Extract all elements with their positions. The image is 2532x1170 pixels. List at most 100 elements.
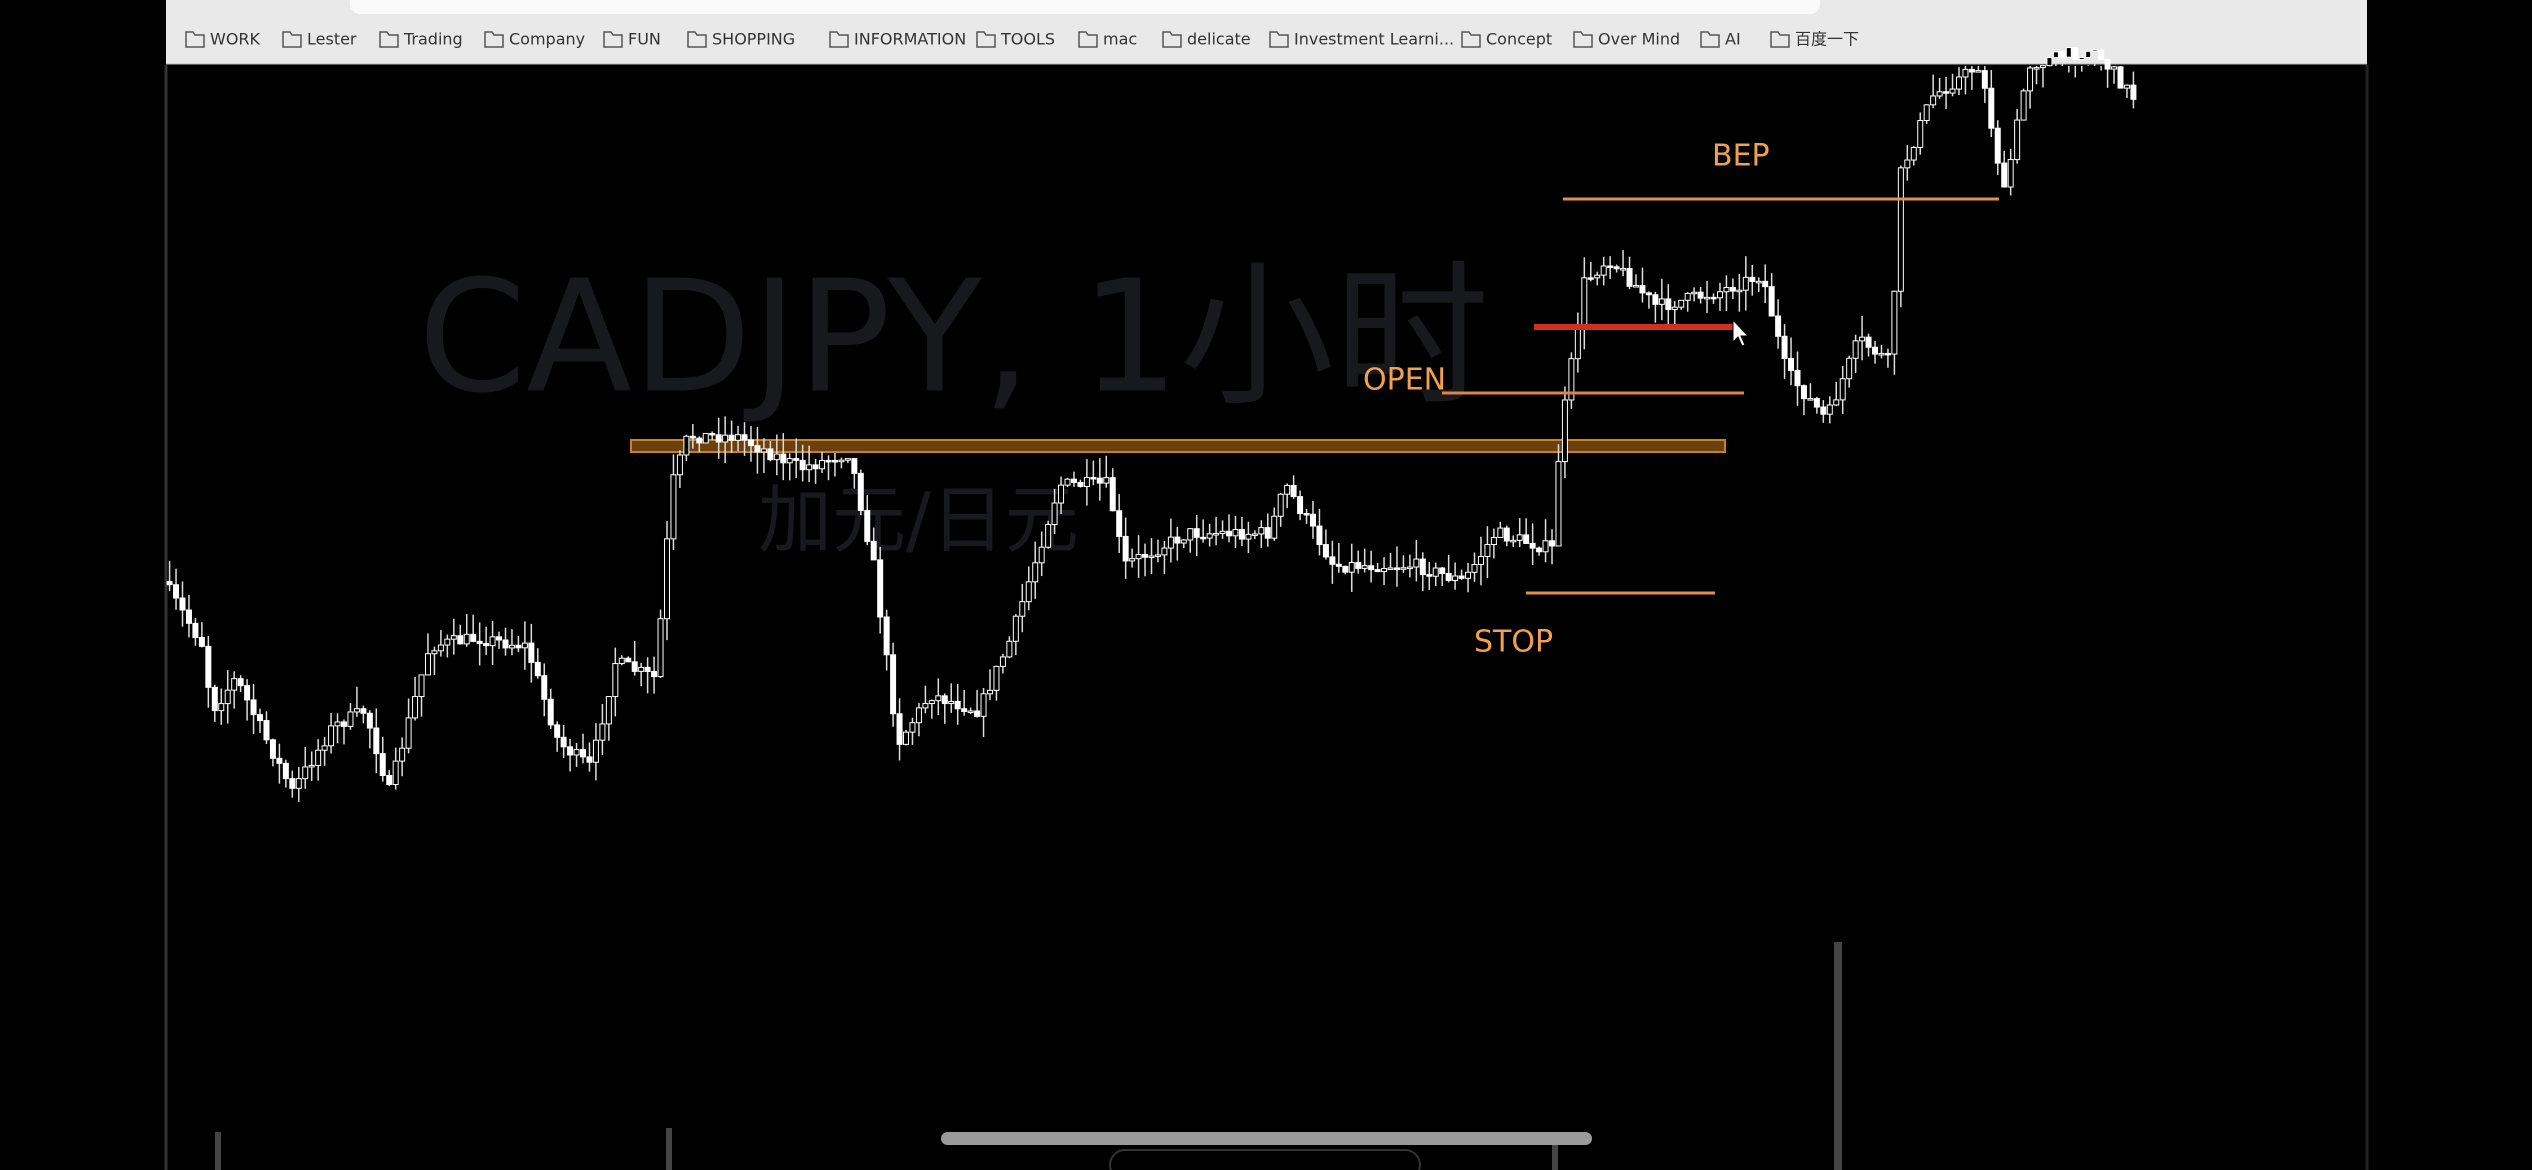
candle-body: [1445, 572, 1452, 581]
candle-body: [476, 640, 483, 645]
candle-body: [321, 745, 328, 751]
volume-bar: [215, 1132, 221, 1170]
candle-body: [1652, 294, 1659, 305]
candle-body: [1109, 477, 1116, 512]
bookmark[interactable]: SHOPPING: [712, 30, 795, 49]
candle-body: [1083, 477, 1090, 487]
volume-bar: [1552, 1140, 1558, 1170]
candle-body: [580, 749, 587, 758]
bookmark[interactable]: TOOLS: [1000, 30, 1055, 49]
candle-body: [657, 618, 664, 678]
candle-body: [205, 645, 212, 688]
bookmark[interactable]: delicate: [1187, 30, 1251, 49]
candle-body: [1872, 346, 1879, 355]
candle-body: [1678, 299, 1685, 308]
candle-body: [1187, 528, 1194, 541]
candle-body: [1432, 567, 1439, 577]
bookmark[interactable]: INFORMATION: [854, 30, 966, 49]
candle-body: [405, 717, 412, 749]
bookmark[interactable]: Over Mind: [1598, 30, 1680, 49]
candle-body: [915, 707, 922, 724]
candle-body: [1917, 119, 1924, 148]
candle-body: [1148, 555, 1155, 558]
candle-body: [651, 670, 658, 678]
candle-body: [2111, 66, 2118, 70]
candle-body: [1510, 539, 1517, 543]
bookmark[interactable]: WORK: [210, 30, 261, 49]
candle-body: [767, 448, 774, 461]
bookmark[interactable]: 百度一下: [1795, 30, 1859, 49]
candle-body: [1264, 527, 1271, 539]
candle-body: [1561, 399, 1568, 463]
candle-body: [437, 644, 444, 652]
bookmark[interactable]: Lester: [307, 30, 357, 49]
bookmark[interactable]: Trading: [403, 30, 463, 49]
candle-body: [1032, 562, 1039, 583]
candle-body: [1626, 268, 1633, 287]
candle-body: [1910, 146, 1917, 161]
candle-body: [373, 727, 380, 755]
candle-body: [935, 695, 942, 702]
candle-body: [1542, 540, 1549, 553]
candle-body: [218, 703, 225, 712]
folder-icon: [484, 31, 504, 48]
bookmark[interactable]: mac: [1103, 30, 1137, 49]
candle-body: [1361, 565, 1368, 569]
candle-body: [1309, 513, 1316, 527]
candle-body: [244, 685, 251, 701]
bookmark[interactable]: AI: [1725, 30, 1741, 49]
candle-body: [1180, 539, 1187, 544]
folder-icon: [282, 31, 302, 48]
candle-body: [521, 642, 528, 649]
candle-body: [483, 643, 490, 647]
candle-body: [605, 696, 612, 725]
candle-body: [696, 437, 703, 444]
candle-body: [883, 616, 890, 656]
candle-body: [2130, 84, 2137, 100]
candle-body: [1962, 68, 1969, 78]
address-bar[interactable]: [350, 0, 1820, 14]
candle-body: [515, 644, 522, 649]
candle-body: [282, 762, 289, 780]
candle-body: [1174, 536, 1181, 544]
scrollbar[interactable]: [941, 1132, 1592, 1145]
candle-body: [2007, 159, 2014, 188]
candle-body: [877, 559, 884, 618]
candle-body: [1406, 566, 1413, 570]
candle-body: [457, 635, 464, 645]
candle-body: [592, 739, 599, 763]
candle-body: [896, 713, 903, 745]
candle-body: [315, 749, 322, 766]
candle-body: [1839, 378, 1846, 401]
candle-body: [289, 778, 296, 789]
candle-body: [1458, 575, 1465, 579]
volume-bar: [666, 1128, 672, 1170]
resistance-zone: [630, 439, 1726, 453]
candle-body: [1671, 306, 1678, 310]
bookmark[interactable]: Investment Learni...: [1294, 30, 1454, 49]
candle-body: [1555, 461, 1562, 547]
candle-body: [308, 764, 315, 768]
candle-body: [819, 459, 826, 470]
folder-icon: [1269, 31, 1289, 48]
bookmark[interactable]: FUN: [628, 30, 661, 49]
candle-body: [967, 710, 974, 713]
candle-body: [1742, 276, 1749, 291]
candle-body: [2065, 47, 2072, 58]
candle-body: [547, 698, 554, 726]
candle-body: [1045, 524, 1052, 548]
mouse-cursor: [1732, 318, 1750, 347]
candle-body: [922, 703, 929, 709]
candle-body: [1497, 527, 1504, 538]
candle-body: [399, 747, 406, 762]
candle-body: [1723, 286, 1730, 293]
bookmark[interactable]: Concept: [1486, 30, 1552, 49]
candle-body: [2085, 50, 2092, 59]
candle-body: [1710, 296, 1717, 300]
candle-body: [864, 510, 871, 542]
candle-body: [1503, 527, 1510, 542]
bookmark[interactable]: Company: [509, 30, 585, 49]
candle-body: [773, 453, 780, 461]
candle-body: [1206, 533, 1213, 539]
candle-body: [631, 661, 638, 672]
